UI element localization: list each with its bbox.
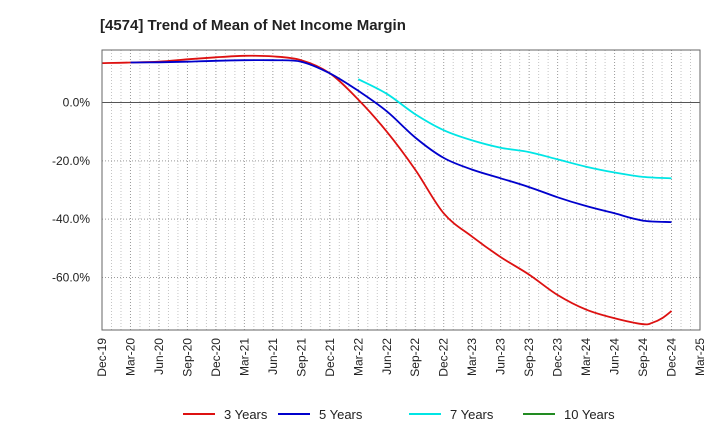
y-tick-label: -40.0% xyxy=(52,212,90,226)
x-tick-label: Dec-21 xyxy=(323,338,337,377)
legend-label-3: 7 Years xyxy=(450,407,494,422)
x-tick-label: Mar-21 xyxy=(237,338,251,376)
x-tick-label: Jun-24 xyxy=(608,338,622,375)
plot-area xyxy=(102,50,700,330)
x-tick-label: Mar-22 xyxy=(351,338,365,376)
legend-label-4: 10 Years xyxy=(564,407,615,422)
x-tick-label: Sep-20 xyxy=(180,338,194,377)
y-tick-label: -20.0% xyxy=(52,154,90,168)
x-tick-label: Jun-20 xyxy=(152,338,166,375)
x-tick-label: Dec-19 xyxy=(95,338,109,377)
plot-frame xyxy=(101,49,701,331)
x-tick-label: Jun-23 xyxy=(494,338,508,375)
legend-label-2: 5 Years xyxy=(319,407,363,422)
series-line-3 xyxy=(357,78,672,180)
x-tick-label: Dec-20 xyxy=(209,338,223,377)
x-tick-label: Sep-24 xyxy=(636,338,650,377)
plot-background xyxy=(102,50,700,330)
legend-label-1: 3 Years xyxy=(224,407,268,422)
series-line-2 xyxy=(130,59,672,223)
x-tick-label: Mar-20 xyxy=(123,338,137,376)
legend: 3 Years 5 Years 7 Years 10 Years xyxy=(183,407,615,422)
y-tick-label: -60.0% xyxy=(52,271,90,285)
chart-title: [4574] Trend of Mean of Net Income Margi… xyxy=(100,17,406,34)
x-tick-label: Sep-23 xyxy=(522,338,536,377)
y-axis-ticks: 0.0% -20.0% -40.0% -60.0% xyxy=(52,96,90,285)
x-tick-label: Dec-22 xyxy=(437,338,451,377)
x-tick-label: Mar-24 xyxy=(579,338,593,376)
x-tick-label: Dec-23 xyxy=(551,338,565,377)
x-tick-label: Mar-25 xyxy=(693,338,707,376)
series-line-1 xyxy=(101,54,673,326)
x-tick-label: Mar-23 xyxy=(465,338,479,376)
plot-border xyxy=(101,49,701,331)
x-tick-label: Sep-21 xyxy=(294,338,308,377)
series-lines xyxy=(101,54,673,326)
y-tick-label: 0.0% xyxy=(63,96,91,110)
x-tick-label: Dec-24 xyxy=(665,338,679,377)
x-tick-label: Sep-22 xyxy=(408,338,422,377)
x-axis-ticks: Dec-19 Mar-20 Jun-20 Sep-20 Dec-20 Mar-21 Jun-… xyxy=(95,338,707,377)
x-tick-label: Jun-22 xyxy=(380,338,394,375)
x-tick-label: Jun-21 xyxy=(266,338,280,375)
grid-lines xyxy=(102,50,700,330)
